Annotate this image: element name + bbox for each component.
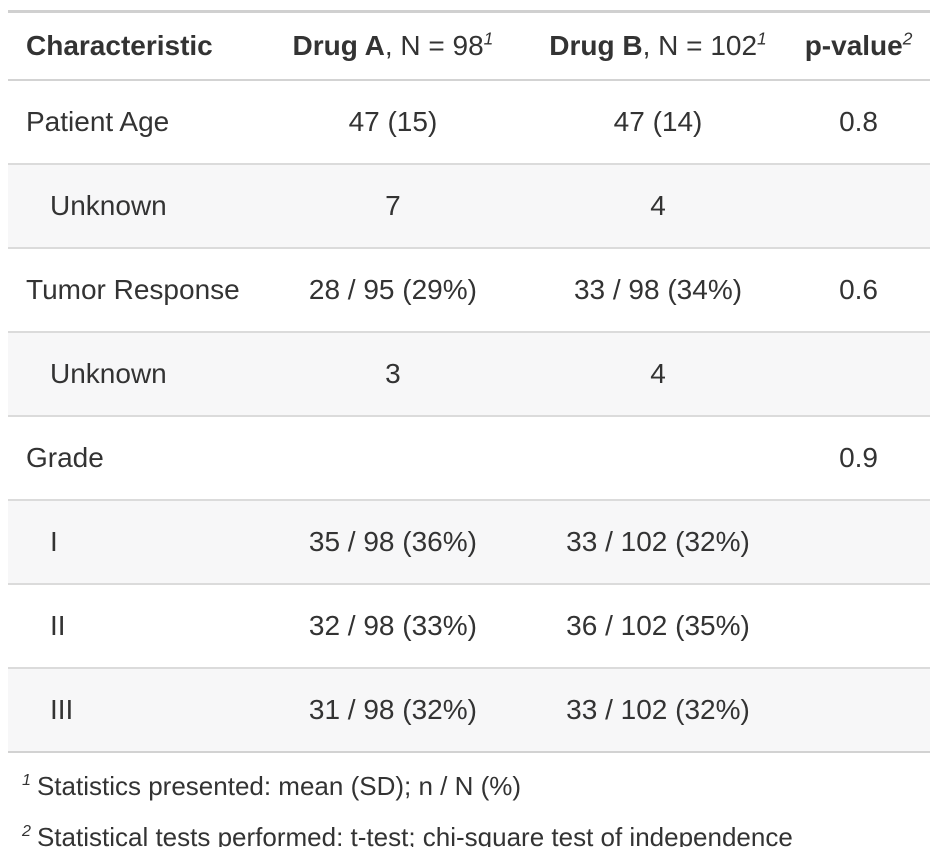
drug-b-value: 4 <box>528 332 788 417</box>
p-value <box>787 164 930 249</box>
header-label-rest: , N = 98 <box>384 30 484 61</box>
table-row: Tumor Response 28 / 95 (29%) 33 / 98 (34… <box>8 248 930 333</box>
table-row: II 32 / 98 (33%) 36 / 102 (35%) <box>8 584 930 669</box>
p-value: 0.8 <box>787 80 930 165</box>
p-value <box>787 332 930 417</box>
drug-b-value <box>528 416 788 501</box>
drug-b-value: 33 / 98 (34%) <box>528 248 788 333</box>
drug-comparison-table: Characteristic Drug A, N = 981 Drug B, N… <box>8 13 930 753</box>
drug-b-value: 33 / 102 (32%) <box>528 500 788 585</box>
footnote-marker: 1 <box>22 771 31 790</box>
drug-a-value: 7 <box>256 164 529 249</box>
row-label: Patient Age <box>8 80 257 165</box>
drug-a-value: 28 / 95 (29%) <box>256 248 529 333</box>
column-header-p-value: p-value2 <box>787 13 930 81</box>
table-row: III 31 / 98 (32%) 33 / 102 (32%) <box>8 668 930 753</box>
summary-table: Characteristic Drug A, N = 981 Drug B, N… <box>8 10 930 847</box>
drug-a-value: 35 / 98 (36%) <box>256 500 529 585</box>
footnote-marker: 1 <box>483 28 494 49</box>
drug-a-value: 32 / 98 (33%) <box>256 584 529 669</box>
table-body: Patient Age 47 (15) 47 (14) 0.8 Unknown … <box>8 80 930 753</box>
row-label: Unknown <box>8 164 257 249</box>
row-label: Grade <box>8 416 257 501</box>
row-label: II <box>8 584 257 669</box>
footnote-marker: 1 <box>757 28 767 49</box>
table-row: Patient Age 47 (15) 47 (14) 0.8 <box>8 80 930 165</box>
drug-a-value: 31 / 98 (32%) <box>256 668 529 753</box>
table-row: Unknown 7 4 <box>8 164 930 249</box>
footnote-text: Statistical tests performed: t-test; chi… <box>36 822 793 847</box>
p-value: 0.9 <box>787 416 930 501</box>
row-label: Unknown <box>8 332 257 417</box>
header-label: Characteristic <box>26 30 213 61</box>
drug-b-value: 36 / 102 (35%) <box>528 584 788 669</box>
drug-b-value: 47 (14) <box>528 80 788 165</box>
p-value <box>787 584 930 669</box>
header-label-bold: Drug B <box>549 30 643 61</box>
p-value: 0.6 <box>787 248 930 333</box>
header-row: Characteristic Drug A, N = 981 Drug B, N… <box>8 13 930 81</box>
drug-a-value: 47 (15) <box>256 80 529 165</box>
column-header-drug-a: Drug A, N = 981 <box>256 13 529 81</box>
row-label: I <box>8 500 257 585</box>
footnote-1: 1 Statistics presented: mean (SD); n / N … <box>8 761 930 812</box>
footnote-2: 2 Statistical tests performed: t-test; ch… <box>8 812 930 847</box>
drug-a-value <box>256 416 529 501</box>
column-header-drug-b: Drug B, N = 1021 <box>528 13 788 81</box>
drug-b-value: 33 / 102 (32%) <box>528 668 788 753</box>
row-label: Tumor Response <box>8 248 257 333</box>
table-row: I 35 / 98 (36%) 33 / 102 (32%) <box>8 500 930 585</box>
table-row: Unknown 3 4 <box>8 332 930 417</box>
footnote-marker: 2 <box>902 28 913 49</box>
table-footnotes: 1 Statistics presented: mean (SD); n / N … <box>8 753 930 847</box>
table-header: Characteristic Drug A, N = 981 Drug B, N… <box>8 13 930 81</box>
table-row: Grade 0.9 <box>8 416 930 501</box>
header-label-bold: Drug A <box>292 30 385 61</box>
drug-a-value: 3 <box>256 332 529 417</box>
p-value <box>787 668 930 753</box>
header-label-rest: , N = 102 <box>642 30 758 61</box>
footnote-marker: 2 <box>22 822 31 841</box>
header-label-bold: p-value <box>804 30 903 61</box>
column-header-characteristic: Characteristic <box>8 13 257 81</box>
row-label: III <box>8 668 257 753</box>
p-value <box>787 500 930 585</box>
drug-b-value: 4 <box>528 164 788 249</box>
footnote-text: Statistics presented: mean (SD); n / N (… <box>36 771 522 801</box>
